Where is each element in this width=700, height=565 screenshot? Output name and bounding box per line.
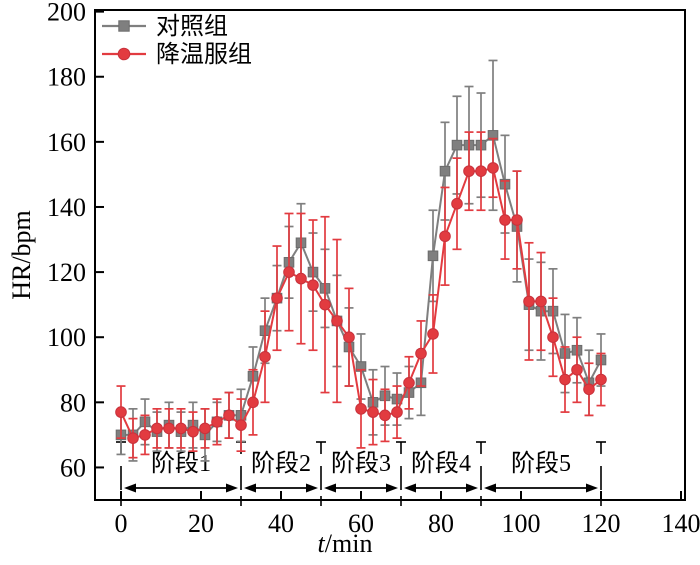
- circle-marker: [535, 295, 547, 308]
- y-tick-label: 60: [60, 453, 86, 482]
- circle-marker: [415, 347, 427, 360]
- arrow-head-right: [226, 483, 238, 493]
- circle-marker: [199, 422, 211, 435]
- circle-marker: [583, 383, 595, 396]
- circle-marker: [319, 298, 331, 311]
- square-marker: [427, 250, 439, 262]
- circle-marker: [475, 165, 487, 177]
- square-marker: [451, 139, 463, 151]
- circle-marker: [595, 373, 607, 386]
- circle-marker: [127, 432, 139, 444]
- x-tick-label: 60: [348, 509, 374, 538]
- x-tick-label: 100: [502, 509, 541, 538]
- circle-marker: [115, 406, 127, 418]
- y-axis: 60 80 100 120 140 160 180 200: [47, 0, 104, 482]
- circle-marker: [487, 162, 499, 174]
- y-tick-label: 80: [60, 388, 86, 417]
- circle-marker: [547, 331, 559, 344]
- legend-square-marker: [118, 20, 130, 32]
- circle-marker: [427, 328, 439, 340]
- x-tick-label: 0: [115, 509, 128, 538]
- phase-label-4: 阶段4: [411, 450, 471, 477]
- legend-label: 对照组: [156, 13, 228, 40]
- circle-marker: [343, 331, 355, 344]
- circle-marker: [379, 409, 391, 422]
- legend-label: 降温服组: [156, 41, 252, 68]
- arrow-head-right: [306, 483, 318, 493]
- phase-label-3: 阶段3: [331, 450, 391, 477]
- legend-circle-marker: [117, 47, 131, 61]
- circle-marker: [139, 429, 151, 441]
- y-tick-label: 160: [47, 128, 86, 157]
- circle-marker: [211, 416, 223, 428]
- circle-marker: [523, 295, 535, 308]
- phase-label-1: 阶段1: [151, 450, 211, 477]
- phase-label-5: 阶段5: [511, 450, 571, 477]
- circle-marker: [511, 214, 523, 226]
- series-cooling: [115, 131, 607, 459]
- x-tick-label: 20: [188, 509, 214, 538]
- circle-marker: [331, 315, 343, 327]
- arrow-head-left: [484, 483, 496, 493]
- circle-marker: [571, 363, 583, 376]
- circle-marker: [355, 403, 367, 415]
- y-tick-label: 200: [47, 0, 86, 27]
- arrow-head-left: [244, 483, 256, 493]
- circle-marker: [295, 272, 307, 285]
- arrow-head-left: [324, 483, 336, 493]
- y-tick-label: 140: [47, 193, 86, 222]
- x-tick-label: 140: [662, 509, 700, 538]
- circle-marker: [223, 409, 235, 422]
- phase-annotations: 阶段1 阶段2 阶段3 阶段4 阶段5: [124, 450, 598, 493]
- circle-marker: [187, 425, 199, 438]
- y-tick-label: 180: [47, 63, 86, 92]
- y-tick-label: 100: [47, 323, 86, 352]
- plot-frame: [94, 9, 686, 501]
- circle-marker: [163, 422, 175, 435]
- circle-marker: [307, 279, 319, 291]
- x-tick-label: 40: [268, 509, 294, 538]
- arrow-head-right: [586, 483, 598, 493]
- x-axis: 0 20 40 60 80 100 120 140: [115, 491, 700, 538]
- circle-marker: [271, 292, 283, 304]
- legend-item-control: 对照组: [102, 13, 228, 40]
- y-axis-title: HR/bpm: [7, 210, 36, 300]
- circle-marker: [151, 422, 163, 435]
- circle-marker: [463, 165, 475, 177]
- circle-marker: [367, 406, 379, 418]
- x-tick-label: 80: [428, 509, 454, 538]
- circle-marker: [283, 266, 295, 278]
- square-marker: [439, 165, 451, 177]
- circle-marker: [403, 376, 415, 389]
- circle-marker: [247, 396, 259, 409]
- arrow-head-left: [404, 483, 416, 493]
- legend-item-cooling: 降温服组: [102, 41, 252, 68]
- arrow-head-left: [124, 483, 136, 493]
- circle-marker: [259, 350, 271, 363]
- circle-marker: [391, 406, 403, 418]
- circle-marker: [175, 422, 187, 435]
- circle-marker: [439, 230, 451, 243]
- arrow-head-right: [386, 483, 398, 493]
- phase-label-2: 阶段2: [251, 450, 311, 477]
- circle-marker: [451, 197, 463, 210]
- x-tick-label: 120: [582, 509, 621, 538]
- x-axis-title: t/min: [318, 529, 373, 558]
- circle-marker: [235, 419, 247, 431]
- y-tick-label: 120: [47, 258, 86, 287]
- circle-marker: [559, 373, 571, 386]
- circle-marker: [499, 214, 511, 226]
- arrow-head-right: [466, 483, 478, 493]
